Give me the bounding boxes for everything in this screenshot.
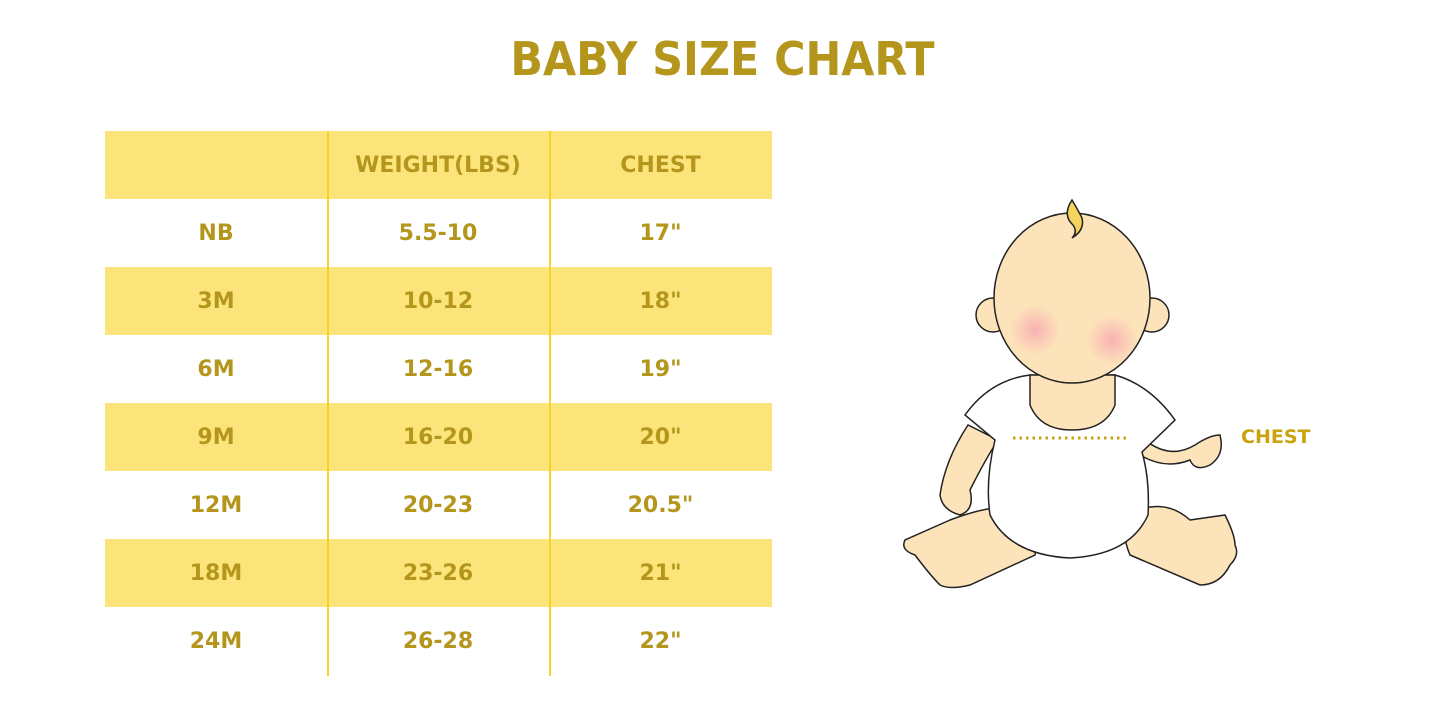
table-row: NB 5.5-10 17": [105, 199, 772, 267]
weight-cell: 12-16: [402, 356, 474, 382]
chest-cell: 17": [639, 220, 682, 246]
left-arm: [939, 424, 1000, 516]
table-header: WEIGHT(LBS) CHEST: [105, 131, 772, 199]
weight-cell: 10-12: [402, 288, 474, 314]
left-cheek: [1010, 305, 1060, 355]
chest-cell: 20.5": [627, 492, 694, 518]
size-cell: 24M: [189, 628, 243, 654]
page-title: BABY SIZE CHART: [510, 32, 935, 86]
size-cell: 18M: [189, 560, 243, 586]
chest-cell: 18": [639, 288, 682, 314]
weight-cell: 20-23: [402, 492, 474, 518]
size-cell: 6M: [197, 356, 235, 382]
chest-cell: 22": [639, 628, 682, 654]
size-cell: 12M: [189, 492, 243, 518]
size-cell: 3M: [197, 288, 235, 314]
table-row: 9M 16-20 20": [105, 403, 772, 471]
header-chest: CHEST: [620, 152, 701, 178]
header-size: [105, 131, 327, 199]
table-row: 3M 10-12 18": [105, 267, 772, 335]
size-cell: 9M: [197, 424, 235, 450]
baby-illustration: [903, 198, 1238, 589]
right-arm: [1139, 434, 1222, 469]
weight-cell: 26-28: [402, 628, 474, 654]
chest-cell: 20": [639, 424, 682, 450]
table-row: 12M 20-23 20.5": [105, 471, 772, 539]
size-cell: NB: [198, 220, 234, 246]
chest-cell: 21": [639, 560, 682, 586]
right-cheek: [1087, 315, 1137, 365]
size-table: WEIGHT(LBS) CHEST NB 5.5-10 17" 3M 10-12…: [105, 131, 772, 675]
weight-cell: 23-26: [402, 560, 474, 586]
column-divider: [549, 131, 551, 676]
chest-label: CHEST: [1241, 426, 1311, 448]
neck: [1029, 374, 1116, 431]
table-row: 6M 12-16 19": [105, 335, 772, 403]
column-divider: [327, 131, 329, 676]
hair-tuft: [1066, 198, 1084, 239]
weight-cell: 5.5-10: [398, 220, 478, 246]
onesie: [963, 374, 1176, 559]
weight-cell: 16-20: [402, 424, 474, 450]
table-row: 18M 23-26 21": [105, 539, 772, 607]
header-weight: WEIGHT(LBS): [355, 152, 521, 178]
chest-cell: 19": [639, 356, 682, 382]
table-row: 24M 26-28 22": [105, 607, 772, 675]
